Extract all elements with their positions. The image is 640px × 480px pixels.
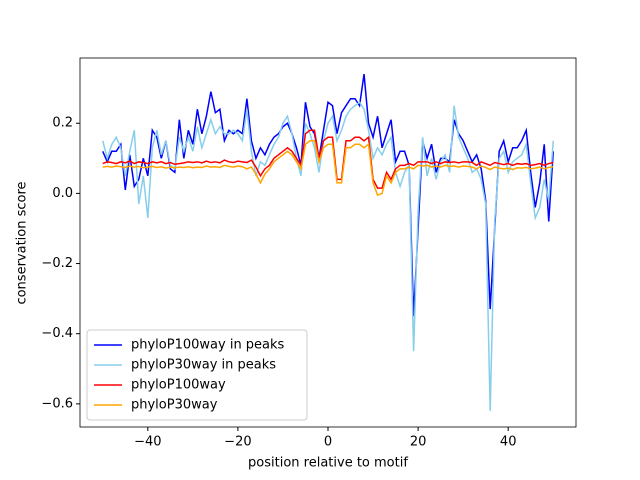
legend-label: phyloP30way in peaks: [131, 358, 276, 373]
y-tick-label: 0.2: [52, 116, 73, 131]
y-tick-label: −0.2: [41, 256, 73, 271]
series-line: [102, 140, 554, 197]
x-tick-label: 40: [500, 435, 517, 450]
x-tick-label: −20: [224, 435, 251, 450]
plot-frame: [79, 57, 577, 428]
y-tick-label: −0.6: [41, 396, 73, 411]
legend-label: phyloP100way: [131, 378, 226, 393]
legend-box: [86, 329, 308, 421]
x-tick-label: −40: [134, 435, 161, 450]
x-tick-label: 0: [324, 435, 332, 450]
legend-label: phyloP30way: [131, 398, 218, 413]
x-tick-label: 20: [410, 435, 427, 450]
series-line: [102, 74, 554, 317]
y-tick-label: 0.0: [52, 186, 73, 201]
y-axis-label: conservation score: [15, 181, 30, 304]
y-tick-label: −0.4: [41, 326, 73, 341]
series-line: [102, 101, 554, 411]
series-line: [102, 129, 554, 189]
x-axis-label: position relative to motif: [248, 456, 408, 471]
legend-label: phyloP100way in peaks: [131, 338, 285, 353]
